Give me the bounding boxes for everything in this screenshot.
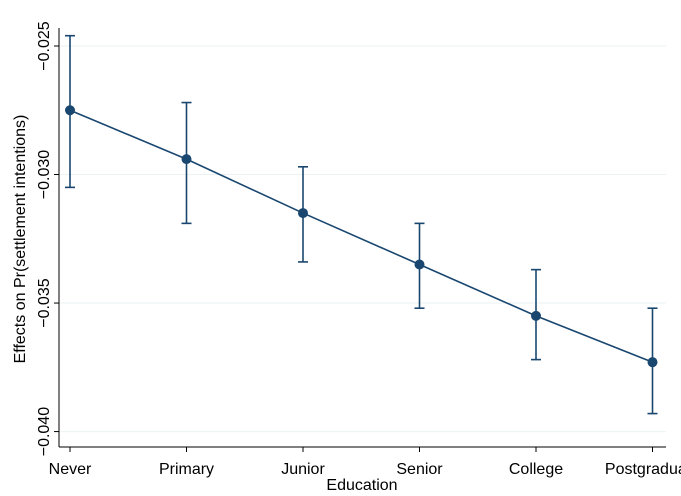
- x-tick-label: Primary: [159, 461, 214, 478]
- x-axis-title: Education: [326, 477, 397, 491]
- x-tick-label: Postgraduate: [605, 461, 681, 478]
- y-tick-label: −0.025: [36, 21, 53, 70]
- x-tick-label: Junior: [281, 461, 325, 478]
- y-ticks: −0.025 −0.030 −0.035 −0.040: [36, 21, 59, 456]
- x-ticks: Never Primary Junior Senior College Postgradu…: [49, 447, 681, 478]
- series-lines: [69, 109, 653, 363]
- confidence-intervals: [65, 34, 658, 415]
- y-tick-label: −0.040: [36, 407, 53, 456]
- grid-lines: [59, 45, 666, 433]
- data-point: [181, 154, 192, 165]
- data-point: [65, 105, 75, 116]
- x-tick-label: Never: [49, 461, 92, 478]
- y-axis-title: Effects on Pr(settlement intentions): [12, 115, 29, 364]
- data-point: [647, 357, 658, 368]
- data-point: [414, 259, 425, 270]
- x-tick-label: College: [509, 461, 563, 478]
- x-tick-label: Senior: [396, 461, 443, 478]
- y-tick-label: −0.030: [36, 150, 53, 199]
- data-point: [298, 208, 308, 219]
- data-points: [65, 105, 658, 368]
- axes: [58, 28, 666, 448]
- data-point: [531, 310, 541, 321]
- y-tick-label: −0.035: [36, 278, 53, 327]
- series-line: [69, 109, 653, 363]
